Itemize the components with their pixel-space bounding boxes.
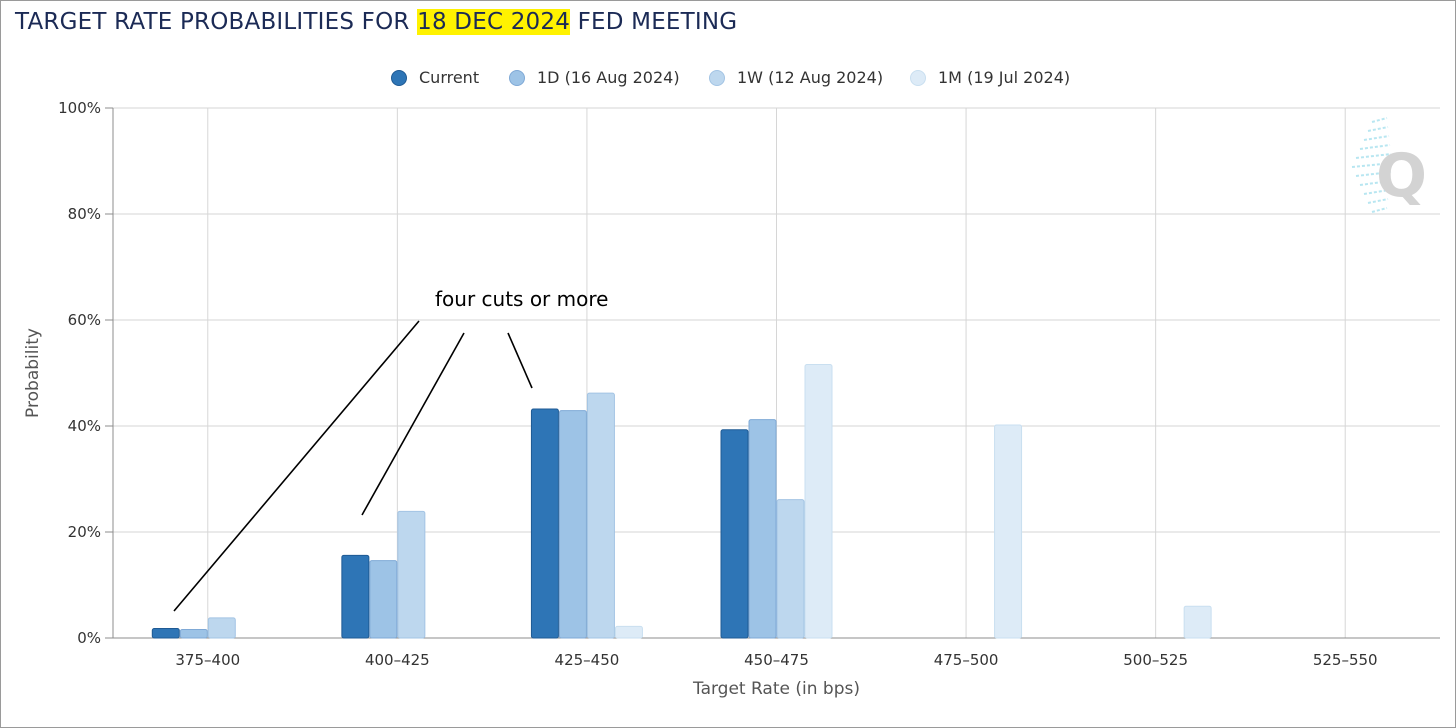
watermark-letter: Q <box>1376 141 1427 211</box>
watermark-stroke <box>1351 162 1393 168</box>
watermark-stroke <box>1367 198 1389 204</box>
chart-legend: Current 1D (16 Aug 2024) 1W (12 Aug 2024… <box>0 68 1456 90</box>
legend-marker-1m <box>910 69 926 86</box>
bar-1-1 <box>369 560 398 639</box>
watermark-stroke <box>1355 153 1392 159</box>
bar-2-2 <box>586 392 615 639</box>
watermark-stroke <box>1359 144 1391 150</box>
bar-1-3 <box>748 419 777 639</box>
bar-1-0 <box>179 629 208 639</box>
watermark-stroke <box>1363 189 1390 195</box>
watermark-stroke <box>1367 126 1389 132</box>
y-tick-label: 0% <box>77 629 101 647</box>
legend-label-1m: 1M (19 Jul 2024) <box>938 68 1071 87</box>
watermark-stroke <box>1359 180 1391 186</box>
bar-3-5 <box>1183 605 1212 639</box>
y-tick-label: 60% <box>68 311 101 329</box>
y-axis-label: Probability <box>23 328 43 418</box>
x-tick-label: 525–550 <box>1313 651 1378 669</box>
x-axis-label: Target Rate (in bps) <box>692 679 860 699</box>
y-tick-label: 40% <box>68 417 101 435</box>
legend-label-current: Current <box>419 68 480 87</box>
legend-label-1d: 1D (16 Aug 2024) <box>537 68 680 87</box>
bar-3-2 <box>614 625 643 639</box>
annotation-text: four cuts or more <box>435 287 609 311</box>
annotation-line-3 <box>507 332 533 389</box>
watermark-stroke <box>1371 207 1388 213</box>
bar-3-3 <box>804 364 833 639</box>
chart-title: TARGET RATE PROBABILITIES FOR 18 DEC 202… <box>15 9 737 35</box>
x-tick-label: 400–425 <box>365 651 430 669</box>
watermark-stroke <box>1371 117 1388 123</box>
bar-3-4 <box>994 424 1023 639</box>
bar-0-1 <box>341 554 370 639</box>
legend-item-1w[interactable]: 1W (12 Aug 2024) <box>709 68 883 87</box>
annotation-line-2 <box>361 332 465 516</box>
bar-1-2 <box>558 410 587 639</box>
bar-0-0 <box>151 627 180 639</box>
annotation-line-1 <box>173 320 420 612</box>
legend-marker-1w <box>709 69 725 86</box>
x-tick-label: 425–450 <box>555 651 620 669</box>
legend-item-1m[interactable]: 1M (19 Jul 2024) <box>910 68 1070 87</box>
y-tick-label: 20% <box>68 523 101 541</box>
title-suffix: FED MEETING <box>570 9 738 35</box>
x-tick-label: 450–475 <box>744 651 809 669</box>
watermark-stroke <box>1355 171 1392 177</box>
bar-0-3 <box>720 429 749 639</box>
legend-item-1d[interactable]: 1D (16 Aug 2024) <box>509 68 680 87</box>
title-highlight: 18 DEC 2024 <box>417 9 571 35</box>
watermark-logo-icon: Q <box>1351 117 1427 213</box>
x-tick-label: 475–500 <box>934 651 999 669</box>
watermark-stroke <box>1363 135 1390 141</box>
bar-2-3 <box>776 499 805 639</box>
x-tick-label: 500–525 <box>1123 651 1188 669</box>
y-tick-label: 100% <box>58 99 101 117</box>
x-tick-label: 375–400 <box>175 651 240 669</box>
legend-label-1w: 1W (12 Aug 2024) <box>737 68 884 87</box>
bar-2-0 <box>207 617 236 639</box>
legend-marker-current <box>391 69 407 86</box>
legend-item-current[interactable]: Current <box>391 68 479 87</box>
bar-2-1 <box>397 510 426 639</box>
bar-0-2 <box>530 408 559 639</box>
title-prefix: TARGET RATE PROBABILITIES FOR <box>15 9 418 35</box>
y-tick-label: 80% <box>68 205 101 223</box>
legend-marker-1d <box>509 69 525 86</box>
